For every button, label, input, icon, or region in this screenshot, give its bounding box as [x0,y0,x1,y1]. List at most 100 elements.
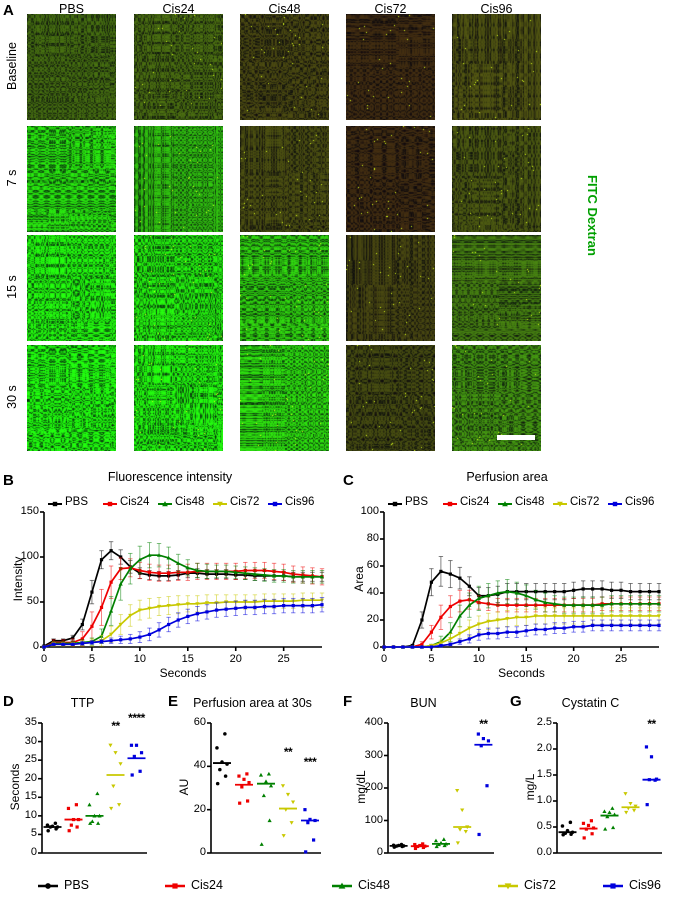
data-marker [562,603,567,607]
data-marker [600,603,605,607]
data-marker [90,819,95,824]
data-marker [263,779,269,784]
chartF-ytick: 100 [364,813,383,826]
legend-pbs: PBS [405,496,429,508]
data-marker [300,574,305,579]
legend-cis96: Cis96 [285,496,315,508]
data-marker [119,638,123,642]
panel-f-bun: F BUN mg/dL 0 100 200 300 400 ** [340,693,507,873]
data-marker [71,636,75,640]
chartD-plot [38,722,147,854]
data-marker [496,631,500,636]
panel-letter-e: E [168,693,179,710]
data-marker [618,601,624,606]
data-marker [138,635,142,639]
data-marker [66,806,71,811]
micrograph-Baseline-Cis48 [240,14,329,120]
chartD-ytick: 35 [24,716,37,728]
data-marker [420,642,424,646]
fitc-dextran-label: FITC Dextran [585,175,600,256]
data-marker [262,604,267,609]
chartB-xtick: 25 [277,653,290,665]
chartC-plot [380,501,662,651]
panel-a-micrographs: A PBS Cis24 Cis48 Cis72 Cis96 Baseline 7 s 15 … [3,2,600,451]
group-Cis48 [257,771,275,846]
data-marker [505,589,510,594]
data-marker [80,622,84,627]
data-marker [591,587,595,591]
data-marker [609,588,614,592]
row-label-7-s: 7 s [5,169,19,187]
data-marker [90,640,94,645]
data-marker [476,622,481,627]
legend-cis24: Cis24 [460,496,490,508]
data-marker [111,784,116,789]
group-Cis48 [85,791,104,825]
data-marker [243,571,248,575]
data-marker [128,613,133,618]
chartD-ytick: 25 [24,753,37,766]
data-marker [619,588,623,592]
data-marker [67,829,71,833]
data-marker [623,792,628,796]
chartC-ytick: 60 [366,559,379,571]
data-marker [310,574,315,579]
column-header-cis72: Cis72 [374,2,407,16]
data-marker [253,605,257,609]
chartF-ytick: 300 [364,748,383,761]
data-marker [562,590,566,594]
micrograph-7s-Cis24 [134,126,223,232]
data-marker [301,604,305,608]
chartF-plot [384,722,494,854]
micrograph-7s-Cis48 [240,126,329,232]
group-PBS [389,842,408,849]
data-marker [458,599,462,603]
micrograph-15s-Cis48 [240,235,329,341]
row-label-baseline: Baseline [5,42,19,90]
data-marker [204,569,210,573]
data-marker [42,645,46,649]
data-marker [75,825,79,829]
data-marker [448,642,452,646]
data-marker [272,501,278,507]
data-marker [618,614,624,619]
data-marker [590,614,595,619]
chartE-plot [207,722,321,854]
data-marker [607,810,612,815]
data-marker [647,590,652,594]
data-marker [262,572,267,577]
data-marker [69,823,73,827]
group-Cis96 [127,743,146,777]
data-marker [242,777,246,781]
data-marker [514,590,519,595]
data-marker [562,614,567,619]
data-marker [162,501,168,507]
chartC-xtick: 5 [428,653,435,665]
panel-letter-g: G [510,693,522,710]
data-marker [214,608,219,612]
data-marker [477,633,481,637]
data-marker [486,593,491,598]
series-Cis48 [41,542,325,649]
data-marker [467,603,472,607]
data-marker [61,642,65,646]
column-header-pbs: PBS [58,2,84,16]
data-marker [108,743,113,748]
data-marker [157,571,161,575]
figure-legend-cis48: Cis48 [358,878,390,892]
chartC-ytick: 0 [372,640,379,652]
data-marker [129,743,134,747]
data-marker [610,806,615,810]
data-marker [479,744,483,748]
data-marker [281,573,286,578]
data-marker [247,780,251,785]
data-marker [130,773,134,777]
panel-d-title: TTP [70,696,95,710]
chartE-ytick: 60 [193,716,206,728]
data-marker [118,581,123,586]
data-marker [118,762,123,766]
data-marker [467,584,471,588]
data-marker [552,601,557,606]
data-marker [109,580,113,584]
data-marker [109,549,113,553]
